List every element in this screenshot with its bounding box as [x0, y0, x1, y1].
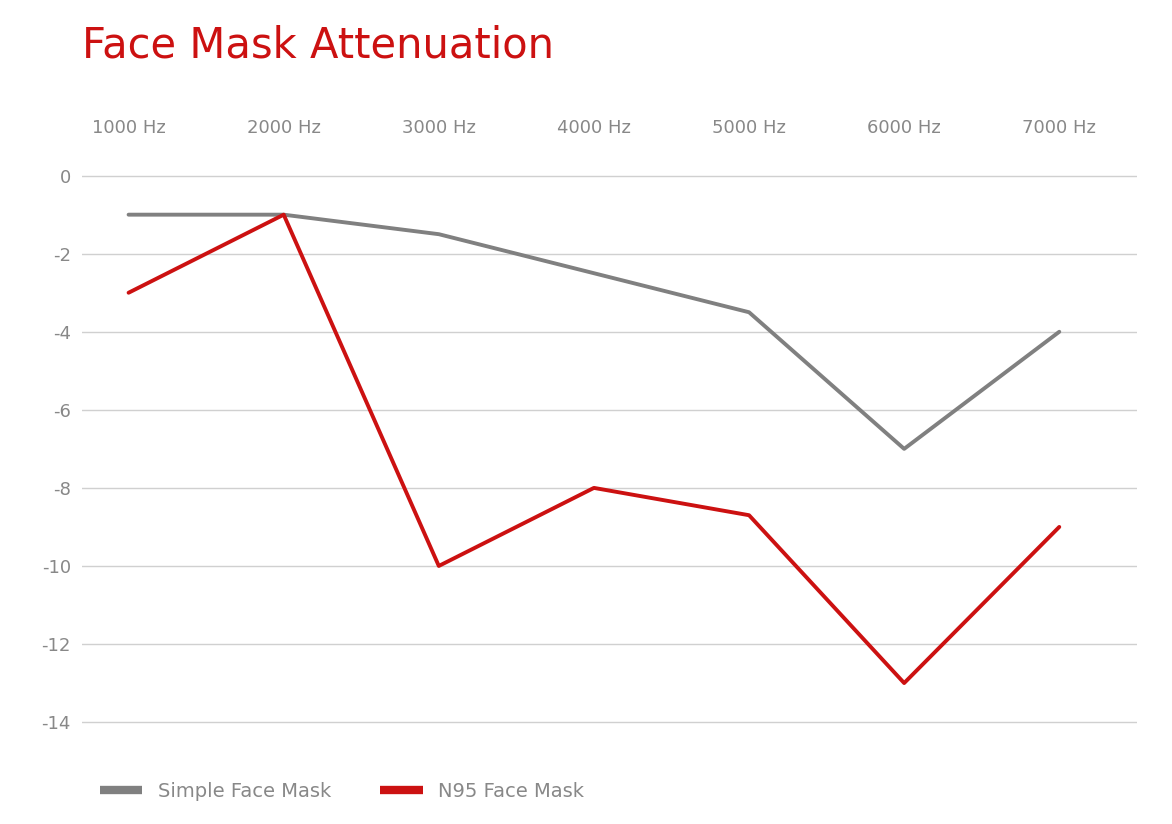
- Simple Face Mask: [897, 444, 911, 454]
- N95 Face Mask: [431, 561, 445, 571]
- Simple Face Mask: [587, 269, 601, 279]
- Line: N95 Face Mask: N95 Face Mask: [129, 215, 1059, 683]
- Simple Face Mask: [431, 229, 445, 239]
- Simple Face Mask: [277, 210, 291, 220]
- N95 Face Mask: [122, 288, 136, 297]
- Simple Face Mask: [742, 307, 756, 317]
- N95 Face Mask: [897, 678, 911, 688]
- Line: Simple Face Mask: Simple Face Mask: [129, 215, 1059, 449]
- N95 Face Mask: [277, 210, 291, 220]
- N95 Face Mask: [587, 483, 601, 493]
- Legend: Simple Face Mask, N95 Face Mask: Simple Face Mask, N95 Face Mask: [91, 775, 592, 809]
- Text: Face Mask Attenuation: Face Mask Attenuation: [82, 25, 554, 67]
- N95 Face Mask: [742, 510, 756, 520]
- N95 Face Mask: [1052, 522, 1067, 531]
- Simple Face Mask: [122, 210, 136, 220]
- Simple Face Mask: [1052, 327, 1067, 337]
